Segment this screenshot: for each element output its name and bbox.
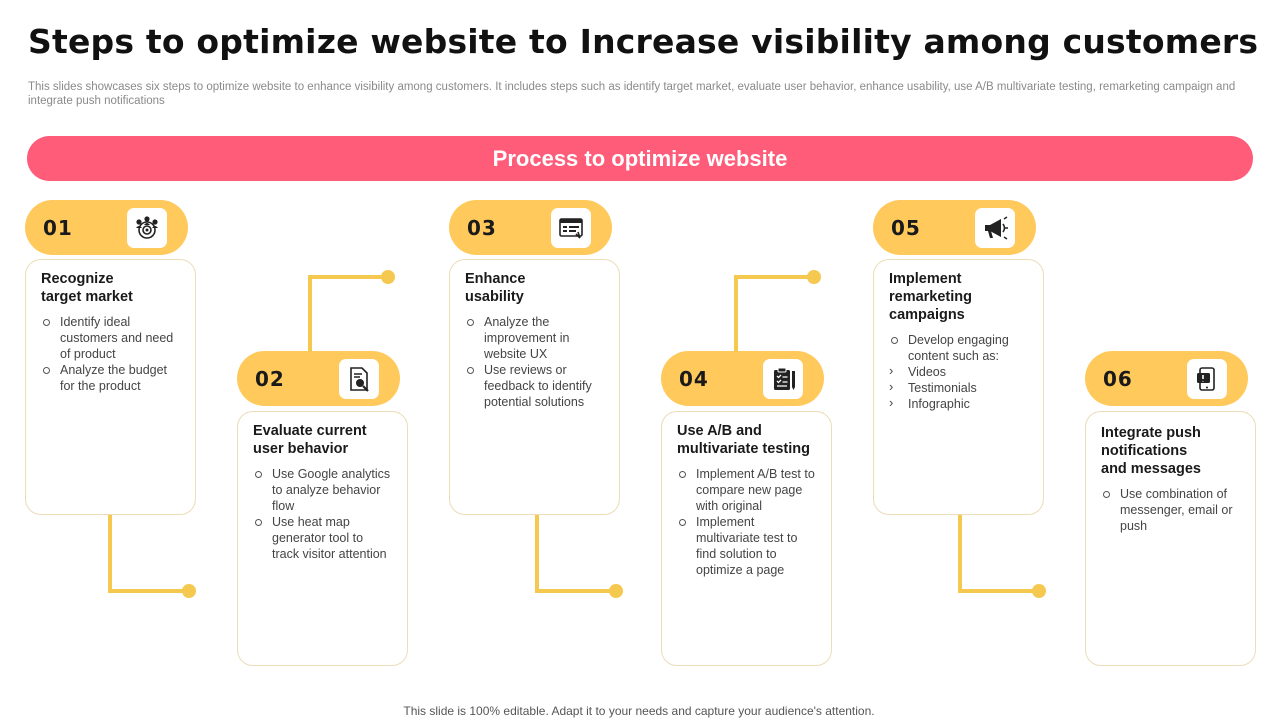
step-02-pill: 02 <box>237 351 400 406</box>
connector-04-dot <box>807 270 821 284</box>
step-03-bullet-1: Analyze the improvement in website UX <box>465 314 605 362</box>
step-05-bullets: Develop engaging content such as: <box>889 332 1029 364</box>
connector-03-vertical <box>535 514 539 593</box>
step-01-number: 01 <box>43 216 73 240</box>
step-02-number: 02 <box>255 367 285 391</box>
step-05-bullet-1: Develop engaging content such as: <box>889 332 1029 364</box>
step-01-bullet-1: Identify ideal customers and need of pro… <box>41 314 181 362</box>
step-06-icon-box <box>1187 359 1227 399</box>
step-03-pill: 03 <box>449 200 612 255</box>
step-01-icon-box <box>127 208 167 248</box>
step-04-bullet-1: Implement A/B test to compare new page w… <box>677 466 817 514</box>
step-01-card: Recognize target market Identify ideal c… <box>25 259 196 515</box>
step-05-number: 05 <box>891 216 921 240</box>
clipboard-test-icon <box>774 367 795 390</box>
connector-01-dot <box>182 584 196 598</box>
step-06-card: Integrate push notifications and message… <box>1085 411 1256 666</box>
step-04-title: Use A/B and multivariate testing <box>677 423 810 457</box>
step-06-number: 06 <box>1103 367 1133 391</box>
step-02-icon-box <box>339 359 379 399</box>
step-01-pill: 01 <box>25 200 188 255</box>
slide-footer: This slide is 100% editable. Adapt it to… <box>403 704 875 718</box>
step-05-subbullet-3: Infographic <box>889 395 1029 412</box>
step-02-card: Evaluate current user behavior Use Googl… <box>237 411 408 666</box>
step-02-title: Evaluate current user behavior <box>253 423 367 457</box>
step-02-bullets: Use Google analytics to analyze behavior… <box>253 466 393 562</box>
step-03-icon-box <box>551 208 591 248</box>
step-06-bullets: Use combination of messenger, email or p… <box>1101 486 1241 534</box>
step-04-number: 04 <box>679 367 709 391</box>
step-04-pill: 04 <box>661 351 824 406</box>
step-02-bullet-2: Use heat map generator tool to track vis… <box>253 514 393 562</box>
step-06-bullet-1: Use combination of messenger, email or p… <box>1101 486 1241 534</box>
step-03-bullets: Analyze the improvement in website UX Us… <box>465 314 605 410</box>
step-05-subbullets: Videos Testimonials Infographic <box>889 363 1029 412</box>
connector-04-vertical <box>734 275 738 353</box>
step-05-title: Implement remarketing campaigns <box>889 271 973 323</box>
step-06-title: Integrate push notifications and message… <box>1101 425 1201 477</box>
banner-title: Process to optimize website <box>492 145 788 171</box>
connector-02-vertical <box>308 275 312 353</box>
step-03-card: Enhance usability Analyze the improvemen… <box>449 259 620 515</box>
step-01-title: Recognize target market <box>41 271 133 305</box>
document-search-icon <box>350 367 369 392</box>
step-05-subbullet-1: Videos <box>889 363 1029 380</box>
mobile-notification-icon <box>1197 367 1215 391</box>
slide-title: Steps to optimize website to Increase vi… <box>28 22 1259 61</box>
connector-01-horizontal <box>108 589 188 593</box>
connector-04-horizontal <box>734 275 814 279</box>
connector-03-horizontal <box>535 589 615 593</box>
connector-05-dot <box>1032 584 1046 598</box>
target-audience-icon <box>136 216 158 239</box>
step-01-bullet-2: Analyze the budget for the product <box>41 362 181 394</box>
step-03-bullet-2: Use reviews or feedback to identify pote… <box>465 362 605 410</box>
step-03-title: Enhance usability <box>465 271 526 305</box>
step-04-bullets: Implement A/B test to compare new page w… <box>677 466 817 578</box>
connector-01-vertical <box>108 514 112 593</box>
megaphone-icon <box>985 216 1008 240</box>
step-02-bullet-1: Use Google analytics to analyze behavior… <box>253 466 393 514</box>
connector-02-horizontal <box>308 275 388 279</box>
slide-subtitle: This slides showcases six steps to optim… <box>28 81 1236 107</box>
connector-05-horizontal <box>958 589 1038 593</box>
step-06-pill: 06 <box>1085 351 1248 406</box>
browser-window-icon <box>559 218 583 239</box>
step-04-card: Use A/B and multivariate testing Impleme… <box>661 411 832 666</box>
step-04-icon-box <box>763 359 803 399</box>
step-05-card: Implement remarketing campaigns Develop … <box>873 259 1044 515</box>
connector-05-vertical <box>958 514 962 593</box>
step-01-bullets: Identify ideal customers and need of pro… <box>41 314 181 394</box>
step-04-bullet-2: Implement multivariate test to find solu… <box>677 514 817 578</box>
step-05-subbullet-2: Testimonials <box>889 379 1029 396</box>
step-03-number: 03 <box>467 216 497 240</box>
connector-03-dot <box>609 584 623 598</box>
step-05-icon-box <box>975 208 1015 248</box>
step-05-pill: 05 <box>873 200 1036 255</box>
connector-02-dot <box>381 270 395 284</box>
process-banner: Process to optimize website <box>27 136 1253 181</box>
